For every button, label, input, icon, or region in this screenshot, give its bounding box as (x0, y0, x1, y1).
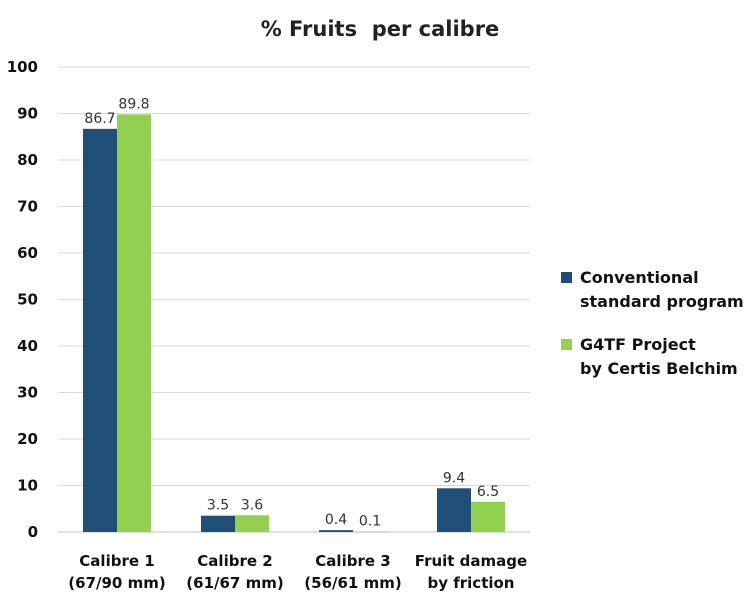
bar (235, 515, 269, 532)
data-label: 86.7 (84, 111, 115, 127)
data-label: 3.5 (207, 498, 229, 514)
bar (319, 530, 353, 532)
data-label: 3.6 (241, 497, 263, 513)
y-axis: 0 10 20 30 40 50 60 70 80 90 100 (7, 58, 38, 541)
x-axis: Calibre 1 (67/90 mm) Calibre 2 (61/67 mm) Ca… (68, 552, 527, 592)
legend-swatch (561, 339, 572, 350)
data-label: 6.5 (477, 484, 499, 500)
chart-title: % Fruits per calibre (261, 17, 500, 41)
x-tick-label: Calibre 1 (79, 552, 154, 570)
y-tick-label: 90 (17, 105, 38, 123)
bar (117, 114, 151, 533)
bars (83, 114, 505, 533)
legend: Conventional standard program G4TF Project… (561, 268, 744, 378)
legend-label: by Certis Belchim (580, 359, 738, 378)
y-tick-label: 70 (17, 198, 38, 216)
x-tick-label: Fruit damage (415, 552, 527, 570)
y-tick-label: 50 (17, 291, 38, 309)
x-tick-label: by friction (428, 574, 515, 592)
x-tick-label: (61/67 mm) (186, 574, 283, 592)
y-tick-label: 30 (17, 384, 38, 402)
data-label: 89.8 (118, 96, 149, 112)
y-tick-label: 40 (17, 337, 38, 355)
y-tick-label: 80 (17, 151, 38, 169)
legend-swatch (561, 272, 572, 283)
y-tick-label: 100 (7, 58, 38, 76)
bar (83, 128, 117, 532)
bar (353, 531, 387, 533)
y-tick-label: 20 (17, 430, 38, 448)
x-tick-label: Calibre 2 (197, 552, 272, 570)
legend-label: G4TF Project (580, 335, 696, 354)
y-tick-label: 10 (17, 477, 38, 495)
legend-label: Conventional (580, 268, 699, 287)
bar (437, 488, 471, 532)
legend-label: standard program (580, 292, 744, 311)
data-labels: 86.789.8 3.5 3.6 0.4 0.1 9.4 6.5 (84, 96, 499, 529)
data-label: 0.4 (325, 512, 347, 528)
bar (471, 501, 505, 532)
data-label: 9.4 (443, 470, 465, 486)
x-tick-label: (67/90 mm) (68, 574, 165, 592)
x-tick-label: Calibre 3 (315, 552, 390, 570)
y-tick-label: 0 (28, 523, 38, 541)
data-label: 0.1 (359, 514, 381, 530)
y-tick-label: 60 (17, 244, 38, 262)
bar (201, 515, 235, 532)
x-tick-label: (56/61 mm) (304, 574, 401, 592)
